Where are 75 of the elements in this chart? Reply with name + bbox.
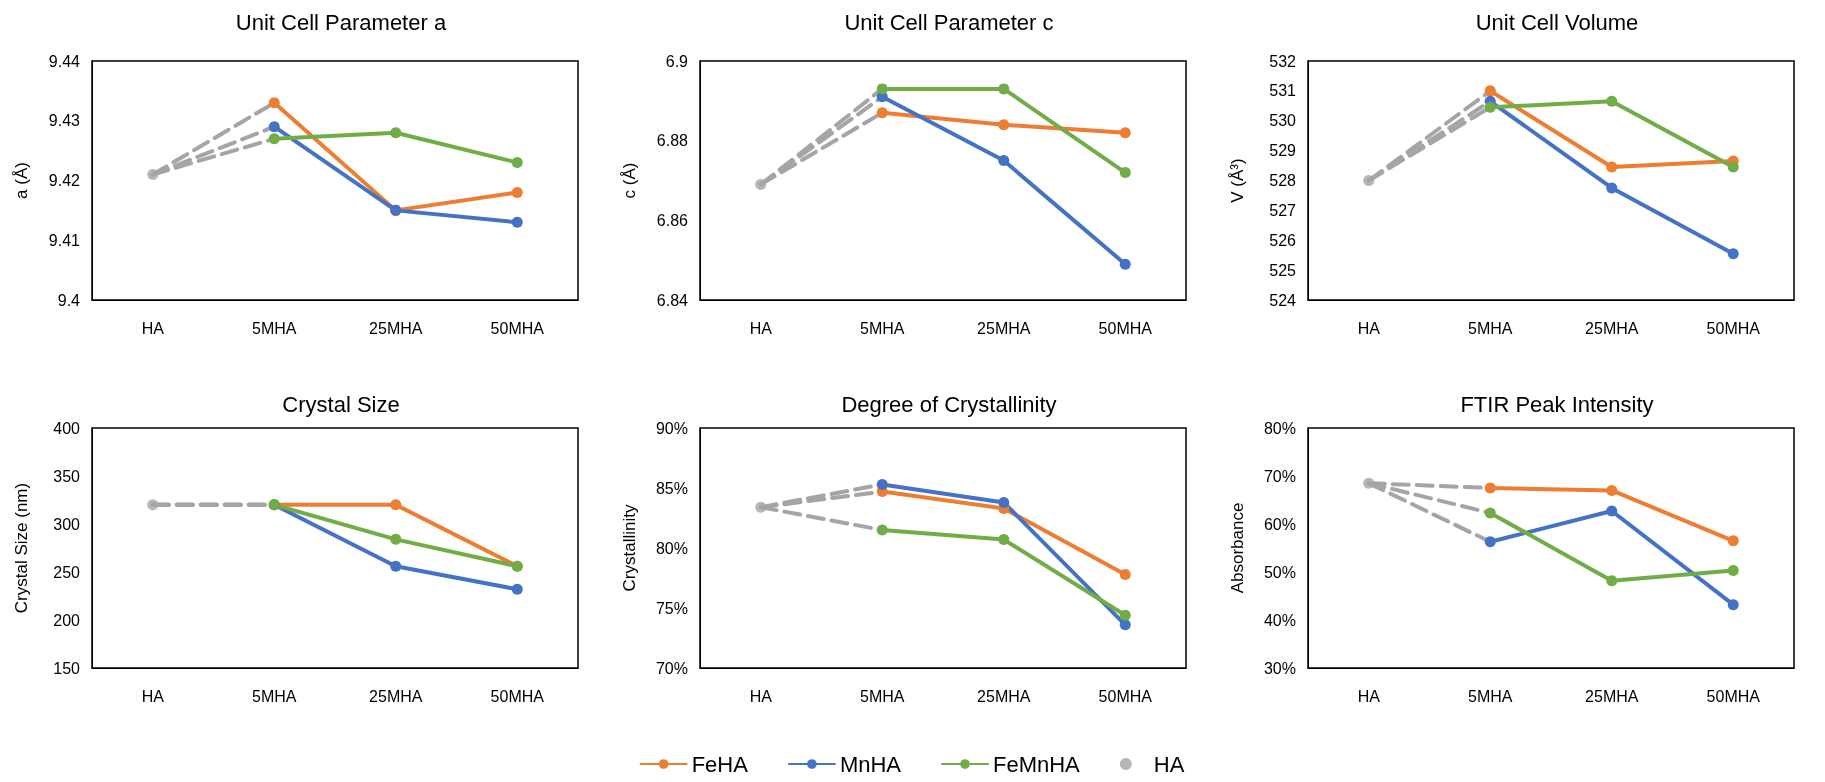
chart-title: Unit Cell Volume bbox=[1475, 9, 1639, 35]
y-tick-label: 80% bbox=[1263, 419, 1296, 437]
y-tick-label: 200 bbox=[53, 611, 81, 629]
y-tick-label: 85% bbox=[655, 479, 688, 497]
y-tick-label: 250 bbox=[53, 563, 81, 581]
y-axis-title: Crystallinity bbox=[620, 504, 639, 592]
y-tick-label: 6.88 bbox=[656, 132, 689, 150]
y-tick-label: 6.84 bbox=[656, 291, 689, 309]
chart-title: Degree of Crystallinity bbox=[841, 391, 1057, 417]
x-tick-label: 25MHA bbox=[1585, 687, 1639, 705]
y-tick-label: 80% bbox=[655, 539, 688, 557]
y-tick-label: 532 bbox=[1269, 52, 1297, 70]
x-tick-label: 50MHA bbox=[1706, 319, 1761, 337]
y-tick-label: 150 bbox=[53, 659, 81, 677]
y-tick-label: 531 bbox=[1269, 82, 1297, 100]
chart-title: Unit Cell Parameter c bbox=[844, 9, 1054, 35]
x-tick-label: 5MHA bbox=[1468, 319, 1513, 337]
y-axis-title: Crystal Size (nm) bbox=[12, 482, 31, 614]
x-tick-label: 5MHA bbox=[1468, 687, 1513, 705]
y-tick-label: 527 bbox=[1269, 201, 1297, 219]
legend-label: FeMnHA bbox=[993, 751, 1081, 777]
x-tick-label: 50MHA bbox=[1098, 687, 1153, 705]
y-tick-label: 40% bbox=[1263, 611, 1296, 629]
x-tick-label: 5MHA bbox=[860, 687, 905, 705]
x-tick-label: 50MHA bbox=[1098, 319, 1153, 337]
x-tick-label: 25MHA bbox=[369, 319, 423, 337]
y-tick-label: 90% bbox=[655, 419, 688, 437]
y-tick-label: 70% bbox=[655, 659, 688, 677]
y-tick-label: 60% bbox=[1263, 515, 1296, 533]
y-tick-label: 9.42 bbox=[48, 172, 81, 189]
y-tick-label: 50% bbox=[1263, 563, 1296, 581]
y-tick-label: 526 bbox=[1269, 231, 1297, 249]
x-tick-label: 50MHA bbox=[490, 687, 545, 705]
x-tick-label: HA bbox=[749, 319, 773, 337]
y-tick-label: 9.41 bbox=[48, 231, 81, 249]
y-tick-label: 524 bbox=[1269, 291, 1297, 309]
y-tick-label: 30% bbox=[1263, 659, 1296, 677]
chart-title: Crystal Size bbox=[282, 391, 400, 417]
x-tick-label: 50MHA bbox=[490, 319, 545, 337]
x-tick-label: HA bbox=[141, 319, 165, 337]
x-tick-label: 50MHA bbox=[1706, 687, 1761, 705]
y-tick-label: 300 bbox=[53, 515, 81, 533]
y-axis-title: c (Å) bbox=[620, 162, 639, 199]
y-tick-label: 6.9 bbox=[665, 52, 689, 70]
y-tick-label: 6.86 bbox=[656, 211, 689, 229]
x-tick-label: HA bbox=[1357, 319, 1381, 337]
legend-label: MnHA bbox=[839, 751, 902, 777]
x-tick-label: HA bbox=[141, 687, 165, 705]
y-tick-label: 9.4 bbox=[57, 291, 81, 309]
x-tick-label: 25MHA bbox=[1585, 319, 1639, 337]
y-tick-label: 400 bbox=[53, 419, 81, 437]
x-tick-label: 25MHA bbox=[977, 687, 1031, 705]
x-tick-label: 25MHA bbox=[369, 687, 423, 705]
y-tick-label: 529 bbox=[1269, 142, 1297, 160]
y-tick-label: 525 bbox=[1269, 261, 1297, 279]
legend-label: HA bbox=[1153, 751, 1185, 777]
x-tick-label: 25MHA bbox=[977, 319, 1031, 337]
x-tick-label: 5MHA bbox=[252, 319, 297, 337]
x-tick-label: HA bbox=[1357, 687, 1381, 705]
x-tick-label: 5MHA bbox=[252, 687, 297, 705]
y-tick-label: 70% bbox=[1263, 467, 1296, 485]
y-axis-title: a (Å) bbox=[12, 162, 31, 199]
y-tick-label: 9.43 bbox=[48, 112, 81, 130]
y-tick-label: 9.44 bbox=[48, 52, 81, 70]
x-tick-label: HA bbox=[749, 687, 773, 705]
y-tick-label: 530 bbox=[1269, 112, 1297, 130]
y-tick-label: 350 bbox=[53, 467, 81, 485]
chart-title: FTIR Peak Intensity bbox=[1460, 391, 1654, 417]
y-axis-title: V (Å³) bbox=[1228, 158, 1247, 203]
chart-title: Unit Cell Parameter a bbox=[235, 9, 447, 35]
legend-label: FeHA bbox=[691, 751, 749, 777]
y-tick-label: 75% bbox=[655, 599, 688, 617]
x-tick-label: 5MHA bbox=[860, 319, 905, 337]
y-axis-title: Absorbance bbox=[1228, 502, 1247, 594]
y-tick-label: 528 bbox=[1269, 172, 1297, 189]
